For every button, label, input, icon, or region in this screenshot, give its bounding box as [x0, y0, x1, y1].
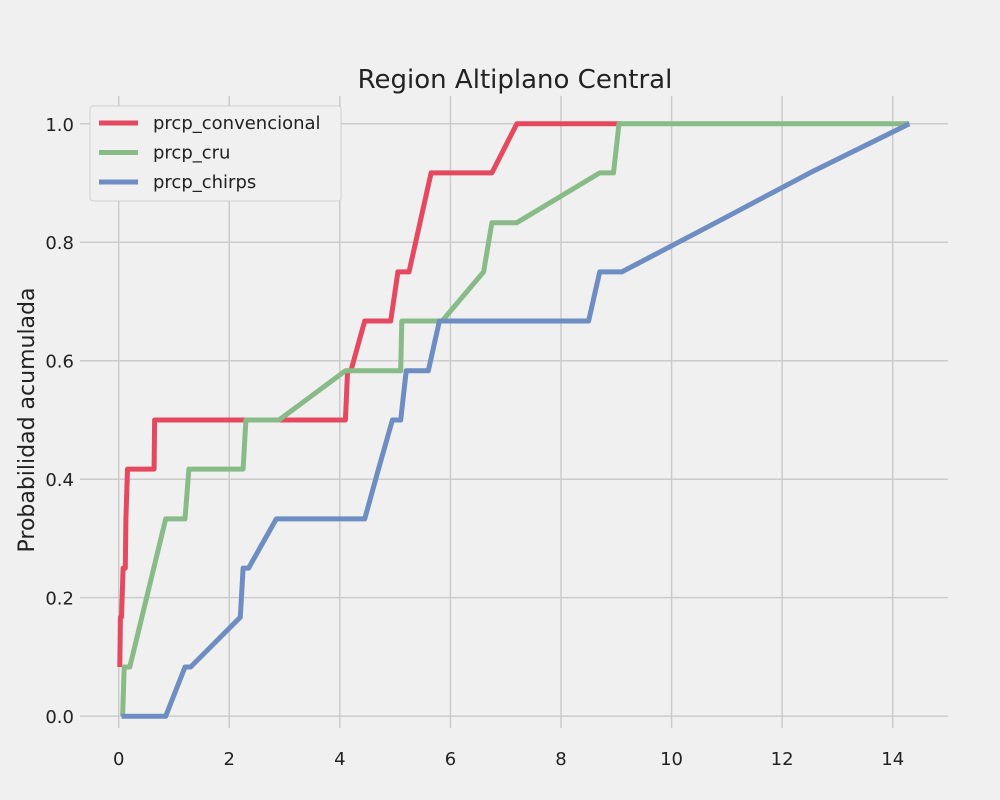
x-tick-label: 14 [881, 749, 904, 770]
x-tick-label: 0 [113, 749, 124, 770]
legend-label: prcp_convencional [153, 113, 321, 134]
legend: prcp_convencional prcp_cru prcp_chirps [89, 105, 342, 202]
y-tick-label: 0.8 [45, 233, 74, 254]
x-tick-label: 4 [334, 749, 345, 770]
series-line-prcp_cru [120, 121, 910, 717]
y-tick-label: 0.4 [45, 470, 74, 491]
series-layer [117, 121, 911, 719]
x-tick-label: 6 [445, 749, 456, 770]
y-tick-label: 0.6 [45, 352, 74, 373]
series-line-prcp_chirps [121, 121, 911, 719]
legend-box [89, 105, 342, 202]
y-tick-label: 0.2 [45, 589, 74, 610]
x-tick-label: 2 [224, 749, 235, 770]
x-axis: 0 2 4 6 8 10 12 14 [113, 749, 904, 770]
y-tick-label: 1.0 [45, 115, 74, 136]
y-axis-label: Probabilidad acumulada [15, 288, 40, 553]
x-tick-label: 12 [771, 749, 794, 770]
y-axis: 0.0 0.2 0.4 0.6 0.8 1.0 [45, 115, 74, 728]
y-tick-label: 0.0 [45, 707, 74, 728]
x-tick-label: 10 [660, 749, 683, 770]
legend-label: prcp_chirps [153, 172, 256, 193]
x-tick-label: 8 [555, 749, 566, 770]
chart-title: Region Altiplano Central [358, 65, 673, 95]
legend-label: prcp_cru [153, 143, 230, 164]
